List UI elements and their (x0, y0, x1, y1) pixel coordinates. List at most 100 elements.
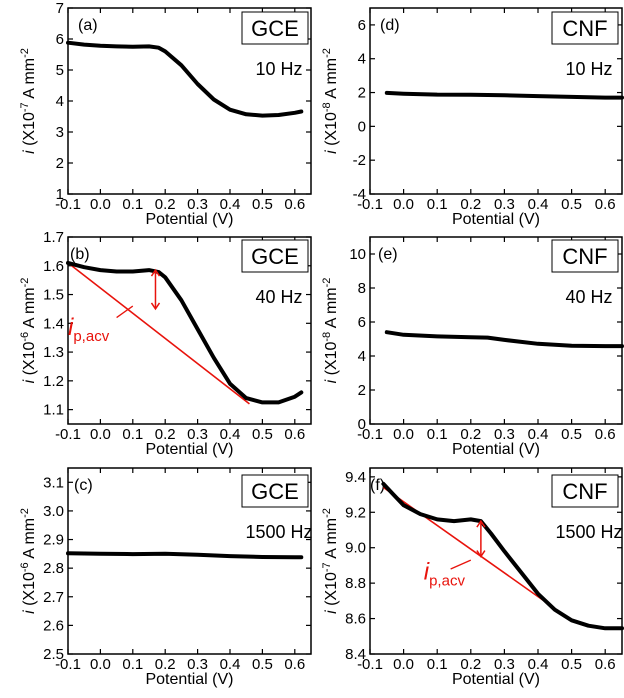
peak-current-symbol: i (424, 559, 430, 586)
electrode-box (241, 239, 309, 273)
y-tick-label: 0 (358, 118, 366, 135)
y-axis-title: i (X10-7 A mm-2 (321, 508, 340, 614)
y-tick-label: 8 (358, 280, 366, 297)
panel-f: -0.1 0.0 0.1 0.2 0.3 0.4 0.5 0.6 8.4 8.6 8.8 9.0 9.2… (321, 467, 624, 688)
y-axis-title: i (X10-6 A mm-2 (19, 278, 38, 384)
x-tick-label: 0.5 (252, 196, 273, 213)
electrode-label: GCE (251, 244, 299, 269)
x-tick-label: 0.0 (393, 196, 414, 213)
x-axis-title: Potential (V) (145, 671, 233, 688)
x-axis-title: Potential (V) (452, 441, 540, 458)
y-tick-label: 10 (349, 246, 366, 263)
y-axis-title-part: i (323, 150, 340, 154)
x-tick-label: -0.1 (357, 426, 383, 443)
y-axis-title-part: A mm (21, 58, 38, 102)
x-tick-label: 0.5 (252, 656, 273, 673)
frequency-label: 40 Hz (255, 287, 302, 307)
data-series-line (384, 330, 624, 349)
y-axis-title-part: -6 (19, 332, 31, 342)
y-axis-title-part: (X10 (323, 112, 340, 150)
electrode-box (241, 11, 309, 45)
panel-letter: (c) (74, 477, 93, 494)
x-tick-label: -0.1 (55, 426, 81, 443)
y-axis-title-part: i (323, 379, 340, 383)
x-tick-label: 0.0 (90, 196, 111, 213)
x-tick-label: 0.1 (122, 656, 143, 673)
frequency-label: 40 Hz (565, 287, 612, 307)
y-tick-label: 4 (358, 51, 366, 68)
arrow-head-up (476, 519, 486, 528)
y-tick-label: 1 (56, 186, 64, 203)
panel-e: -0.1 0.0 0.1 0.2 0.3 0.4 0.5 0.6 0 2 4 6 8 10 Potentia… (321, 236, 624, 458)
y-tick-label: 1.6 (43, 258, 64, 275)
data-series-line (381, 481, 624, 631)
y-tick-label: 1.4 (43, 315, 64, 332)
y-tick-label: 1.7 (43, 229, 64, 246)
panel-letter: (d) (380, 17, 400, 34)
y-tick-label: 5 (56, 62, 64, 79)
frequency-label: 1500 Hz (555, 522, 622, 542)
y-axis-title-part: A mm (323, 518, 340, 562)
y-tick-label: 8.8 (345, 575, 366, 592)
x-tick-label: -0.1 (357, 656, 383, 673)
electrode-label: CNF (562, 244, 607, 269)
y-tick-label: 6 (56, 31, 64, 48)
y-axis-title-part: A mm (21, 518, 38, 562)
y-axis-title-part: -8 (321, 332, 333, 342)
y-tick-label: 4 (56, 93, 64, 110)
y-tick-label: 6 (358, 17, 366, 34)
y-tick-label: 2.9 (43, 532, 64, 549)
y-tick-label: 9.0 (345, 540, 366, 557)
x-tick-label: 0.6 (595, 656, 616, 673)
x-tick-label: 0.6 (284, 426, 305, 443)
y-axis-title-part: (X10 (21, 342, 38, 380)
x-tick-label: 0.1 (122, 426, 143, 443)
x-tick-label: 0.1 (427, 196, 448, 213)
label-pointer-line (116, 305, 134, 319)
label-pointer-line (450, 559, 472, 570)
y-tick-label: 8.6 (345, 611, 366, 628)
frequency-label: 10 Hz (255, 59, 302, 79)
data-series-line (66, 40, 304, 118)
panel-letter: (f) (370, 477, 385, 494)
x-axis-title: Potential (V) (145, 211, 233, 228)
x-tick-label: 0.5 (252, 426, 273, 443)
panel-letter: (a) (78, 17, 98, 34)
y-tick-label: 1.3 (43, 344, 64, 361)
x-tick-label: 0.2 (155, 656, 176, 673)
panel-a: -0.1 0.0 0.1 0.2 0.3 0.4 0.5 0.6 1 2 3 4 5 6 7 Potentia… (19, 0, 312, 228)
x-tick-label: 0.2 (460, 656, 481, 673)
y-tick-label: 6 (358, 314, 366, 331)
x-tick-label: 0.1 (427, 426, 448, 443)
x-tick-label: 0.5 (561, 196, 582, 213)
peak-current-subscript: p,acv (429, 573, 465, 590)
y-axis-title: i (X10-8 A mm-2 (321, 48, 340, 154)
y-tick-label: 3.1 (43, 474, 64, 491)
y-tick-label: 2 (358, 85, 366, 102)
data-series-line (66, 260, 304, 405)
x-axis-title: Potential (V) (452, 671, 540, 688)
y-axis-title-part: -2 (321, 278, 333, 288)
plot-frame (67, 467, 312, 655)
y-tick-label: -2 (353, 152, 366, 169)
panel-b: -0.1 0.0 0.1 0.2 0.3 0.4 0.5 0.6 1.1 1.2 1.3 1.4 1.5… (19, 229, 312, 458)
x-tick-label: 0.0 (90, 656, 111, 673)
y-tick-label: 2.8 (43, 560, 64, 577)
peak-current-label: ip,acv (424, 559, 466, 590)
x-tick-label: 0.3 (187, 426, 208, 443)
x-tick-label: 0.3 (494, 426, 515, 443)
frequency-label: 10 Hz (565, 59, 612, 79)
peak-current-subscript: p,acv (73, 328, 109, 345)
y-axis-title-part: -2 (321, 48, 333, 58)
x-tick-label: 0.0 (393, 426, 414, 443)
y-axis-title-part: A mm (323, 58, 340, 102)
plot-frame (369, 7, 623, 195)
y-axis-title-part: i (21, 150, 38, 154)
data-series-line (384, 90, 624, 100)
y-axis-title-part: (X10 (21, 112, 38, 150)
x-tick-label: 0.6 (595, 196, 616, 213)
electrode-box (551, 239, 619, 273)
y-tick-label: 9.4 (345, 469, 366, 486)
x-tick-label: 0.3 (494, 656, 515, 673)
y-axis-title-part: -7 (19, 102, 31, 112)
